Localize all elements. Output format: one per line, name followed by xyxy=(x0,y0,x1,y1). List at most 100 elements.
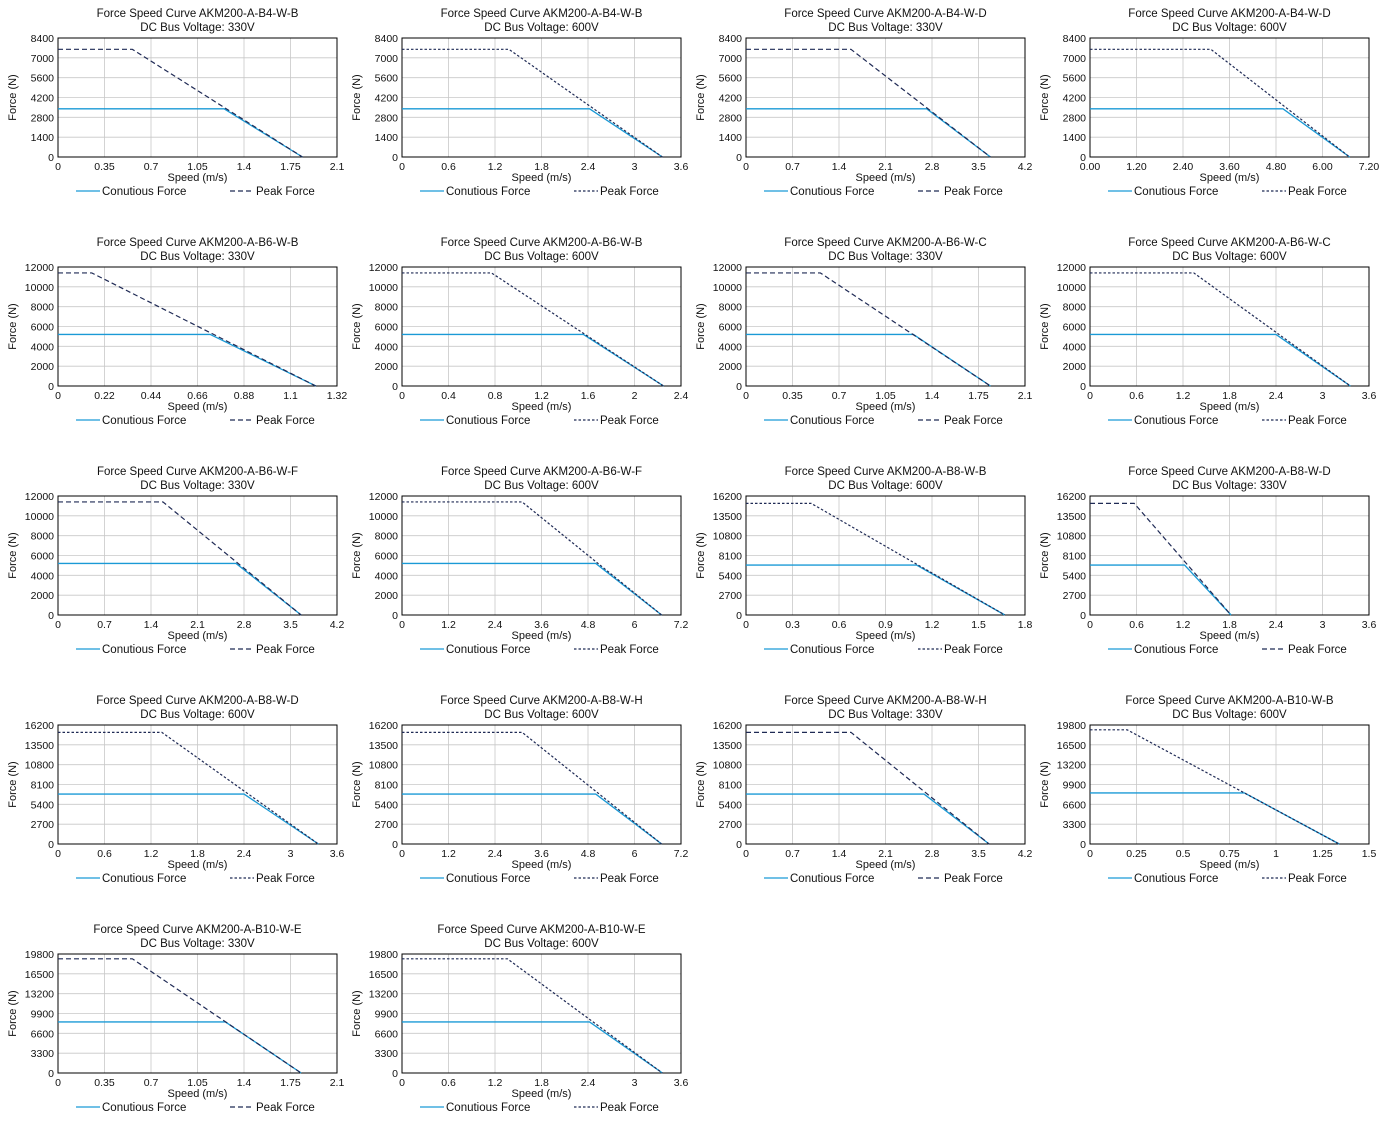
chart-svg: Force Speed Curve AKM200-A-B6-W-B DC Bus … xyxy=(7,237,347,427)
x-tick-label: 2.1 xyxy=(330,1077,345,1089)
plot-frame xyxy=(401,495,682,616)
x-tick-label: 0 xyxy=(1087,848,1093,860)
y-tick-label: 0 xyxy=(48,152,54,164)
chart-subtitle: DC Bus Voltage: 330V xyxy=(828,709,943,721)
legend-peak-label: Peak Force xyxy=(944,873,1003,885)
x-axis-label: Speed (m/s) xyxy=(168,172,228,184)
y-tick-label: 2700 xyxy=(719,590,743,602)
chart-subtitle: DC Bus Voltage: 600V xyxy=(140,709,255,721)
y-tick-label: 0 xyxy=(392,839,398,851)
x-tick-label: 6 xyxy=(632,848,638,860)
y-tick-label: 10000 xyxy=(369,282,398,294)
y-tick-label: 8100 xyxy=(719,551,743,563)
x-tick-label: 0.22 xyxy=(94,390,115,402)
y-axis-label: Force (N) xyxy=(7,74,19,120)
series-peak-force xyxy=(746,731,990,845)
legend-continuous-label: Conutious Force xyxy=(446,1102,530,1114)
y-tick-label: 2800 xyxy=(375,112,399,124)
y-tick-label: 9900 xyxy=(375,1009,399,1021)
chart-title: Force Speed Curve AKM200-A-B6-W-F xyxy=(97,466,298,478)
x-tick-label: 2.4 xyxy=(488,848,503,860)
series-continuous-force xyxy=(58,793,319,845)
y-tick-label: 12000 xyxy=(25,262,54,274)
y-tick-label: 5600 xyxy=(375,73,399,85)
x-tick-label: 3.6 xyxy=(1362,619,1377,631)
legend-continuous-label: Conutious Force xyxy=(102,644,186,656)
chart-svg: Force Speed Curve AKM200-A-B8-W-H DC Bus … xyxy=(351,695,688,885)
y-tick-label: 7000 xyxy=(719,53,743,65)
legend: Conutious Force Peak Force xyxy=(420,873,659,885)
series-peak-force xyxy=(402,501,663,616)
y-tick-label: 8000 xyxy=(375,531,399,543)
x-tick-label: 6.00 xyxy=(1312,161,1333,173)
force-speed-chart: Force Speed Curve AKM200-A-B8-W-H DC Bus … xyxy=(346,691,690,919)
force-speed-chart: Force Speed Curve AKM200-A-B10-W-E DC Bus… xyxy=(2,920,346,1148)
legend-continuous-label: Conutious Force xyxy=(1134,186,1218,198)
series-peak-force xyxy=(1090,272,1351,387)
series-continuous-force xyxy=(402,562,663,616)
y-tick-label: 5600 xyxy=(719,73,743,85)
legend-peak-label: Peak Force xyxy=(600,186,659,198)
y-tick-label: 7000 xyxy=(31,53,55,65)
y-tick-label: 6600 xyxy=(31,1028,55,1040)
y-axis-label: Force (N) xyxy=(7,990,19,1036)
y-tick-label: 13200 xyxy=(1057,760,1086,772)
x-tick-label: 3.60 xyxy=(1219,161,1240,173)
y-tick-label: 12000 xyxy=(713,262,742,274)
x-tick-label: 1.2 xyxy=(144,848,159,860)
series-continuous-force xyxy=(402,1021,663,1074)
x-tick-label: 3.5 xyxy=(283,619,298,631)
legend-peak-label: Peak Force xyxy=(1288,873,1347,885)
legend-peak-label: Peak Force xyxy=(256,1102,315,1114)
y-axis-label: Force (N) xyxy=(7,303,19,349)
legend: Conutious Force Peak Force xyxy=(1108,186,1347,198)
gridlines xyxy=(58,496,337,615)
chart-svg: Force Speed Curve AKM200-A-B6-W-F DC Bus … xyxy=(351,466,688,656)
x-tick-label: 0 xyxy=(55,390,61,402)
x-tick-label: 2.8 xyxy=(925,848,940,860)
chart-subtitle: DC Bus Voltage: 330V xyxy=(140,251,255,263)
x-tick-label: 1.2 xyxy=(925,619,940,631)
chart-subtitle: DC Bus Voltage: 600V xyxy=(828,480,943,492)
x-tick-label: 1.8 xyxy=(1222,390,1237,402)
x-axis-label: Speed (m/s) xyxy=(512,172,572,184)
plot-frame xyxy=(745,266,1026,387)
x-tick-label: 1.05 xyxy=(187,1077,208,1089)
chart-svg: Force Speed Curve AKM200-A-B8-W-D DC Bus … xyxy=(7,695,345,885)
force-speed-chart: Force Speed Curve AKM200-A-B8-W-D DC Bus … xyxy=(2,691,346,919)
force-speed-chart: Force Speed Curve AKM200-A-B6-W-C DC Bus … xyxy=(1034,233,1378,461)
legend-continuous-label: Conutious Force xyxy=(790,873,874,885)
y-tick-label: 10000 xyxy=(25,282,54,294)
chart-title: Force Speed Curve AKM200-A-B8-W-H xyxy=(784,695,986,707)
x-tick-label: 1.75 xyxy=(280,161,301,173)
y-tick-label: 0 xyxy=(48,610,54,622)
x-tick-label: 0.25 xyxy=(1126,848,1147,860)
y-tick-label: 10000 xyxy=(369,511,398,523)
force-speed-chart: Force Speed Curve AKM200-A-B6-W-B DC Bus … xyxy=(346,233,690,461)
x-tick-label: 1.6 xyxy=(581,390,596,402)
x-tick-label: 1.05 xyxy=(187,161,208,173)
x-tick-label: 0.6 xyxy=(97,848,112,860)
x-tick-label: 3.6 xyxy=(330,848,345,860)
legend-peak-label: Peak Force xyxy=(1288,415,1347,427)
plot-frame xyxy=(745,37,1026,158)
plot-frame xyxy=(1089,37,1370,158)
x-tick-label: 3 xyxy=(632,161,638,173)
legend-continuous-label: Conutious Force xyxy=(1134,644,1218,656)
chart-svg: Force Speed Curve AKM200-A-B10-W-B DC Bus… xyxy=(1039,695,1376,885)
legend-continuous-label: Conutious Force xyxy=(1134,415,1218,427)
x-tick-label: 0.6 xyxy=(441,1077,456,1089)
series-continuous-force xyxy=(58,108,303,158)
x-tick-label: 1.4 xyxy=(237,161,252,173)
chart-title: Force Speed Curve AKM200-A-B4-W-D xyxy=(784,8,986,20)
x-tick-label: 1.8 xyxy=(190,848,205,860)
x-tick-label: 1.2 xyxy=(488,161,503,173)
x-axis-label: Speed (m/s) xyxy=(512,630,572,642)
series-peak-force xyxy=(746,502,1006,616)
plot-frame xyxy=(745,495,1026,616)
chart-title: Force Speed Curve AKM200-A-B10-W-E xyxy=(437,924,645,936)
series-continuous-force xyxy=(746,793,990,845)
chart-subtitle: DC Bus Voltage: 600V xyxy=(484,22,599,34)
plot-frame xyxy=(401,724,682,845)
force-speed-chart: Force Speed Curve AKM200-A-B8-W-D DC Bus … xyxy=(1034,462,1378,690)
